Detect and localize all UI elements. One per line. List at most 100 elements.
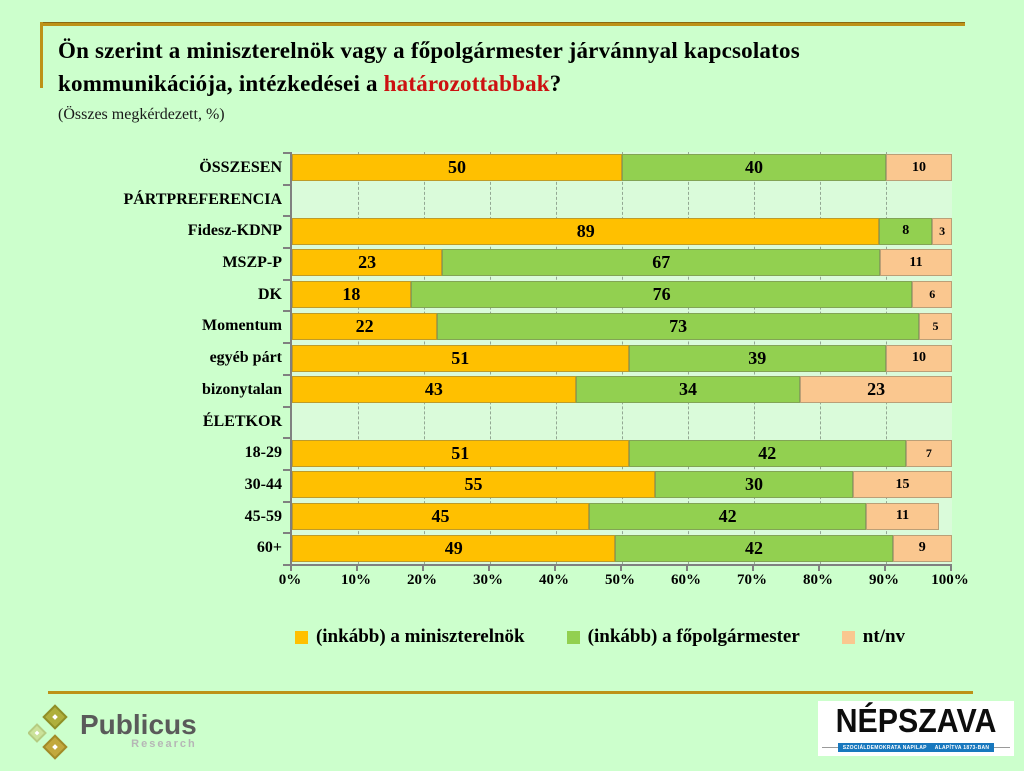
category-tick [283,152,290,154]
title-line1: Ön szerint a miniszterelnök vagy a főpol… [58,38,800,63]
bar-segment: 40 [622,154,886,182]
value-axis-tick [884,566,886,571]
bar-row: 49 42 9 [292,534,952,562]
category-tick [283,564,290,566]
bar-value-label: 42 [718,505,737,526]
page-title: Ön szerint a miniszterelnök vagy a főpol… [58,34,988,100]
bar-segment: 23 [800,376,952,404]
value-axis-tick [686,566,688,571]
bar-segment: 10 [885,344,952,372]
bar-segment: 39 [628,344,886,372]
value-axis-tick [422,566,424,571]
bar-value-label: 22 [355,315,374,336]
category-label: MSZP-P [222,254,282,272]
legend-label: nt/nv [862,626,906,647]
bar-segment: 6 [912,281,952,309]
bar-value-label: 8 [902,223,910,239]
header-accent-line-vertical [40,22,43,88]
category-tick [283,278,290,281]
nepszava-tagline: SZOCIÁLDEMOKRATA NAPILAP ALAPÍTVA 1873-B… [822,743,1010,752]
tagline-rule-right [994,747,1010,748]
value-axis-tick [554,566,556,571]
plot-area: 50 40 10 89 8 3 23 67 11 18 76 6 22 73 5 51 39 10 43 34 23 51… [290,152,952,566]
publicus-research-label: Research [131,738,197,750]
bar-segment: 7 [905,439,952,467]
bar-row: 55 30 15 [292,471,952,499]
bar-row: 18 76 6 [292,281,952,309]
category-tick [283,405,290,408]
section-header-label: ÉLETKOR [202,412,282,430]
value-axis-label: 70% [737,572,767,588]
value-axis-tick [620,566,622,571]
bar-value-label: 11 [895,508,910,524]
bar-segment: 43 [292,376,576,404]
value-axis-tick [488,566,490,571]
category-tick [283,532,290,535]
bar-value-label: 40 [745,157,763,178]
bar-value-label: 51 [451,347,470,368]
legend-label: (inkább) a miniszterelnök [315,626,525,647]
bar-value-label: 3 [939,223,946,238]
bar-value-label: 6 [929,287,936,302]
category-tick [283,310,290,313]
bar-value-label: 39 [748,347,767,368]
title-highlight: határozottabbak [383,71,550,96]
value-axis-label: 0% [278,572,302,588]
bar-row: 89 8 3 [292,217,952,245]
legend-item: (inkább) a főpolgármester [566,626,800,648]
legend-item: nt/nv [841,626,906,648]
value-axis-label: 50% [605,572,635,588]
bar-segment: 51 [292,344,629,372]
bar-segment: 45 [292,502,589,530]
bar-segment: 8 [879,217,933,245]
category-tick [283,247,290,250]
category-label: ÖSSZESEN [199,159,282,176]
category-label: egyéb párt [209,349,282,367]
publicus-diamonds-icon [28,704,68,760]
bar-segment: 49 [292,534,616,562]
bar-value-label: 49 [444,537,463,558]
nepszava-wordmark: NÉPSZAVA [835,702,997,739]
value-axis-label: 100% [931,572,969,588]
bar-value-label: 7 [925,445,932,460]
legend-swatch-icon [566,630,580,644]
category-label: 60+ [256,539,282,557]
bar-value-label: 34 [678,379,697,400]
category-tick [283,437,290,440]
bar-value-label: 18 [342,284,361,305]
legend-swatch-icon [841,630,855,644]
publicus-logo: Publicus Research [28,704,197,764]
bar-value-label: 9 [918,540,926,556]
bar-row: 51 39 10 [292,344,952,372]
legend-swatch-icon [294,630,308,644]
value-axis-tick [752,566,754,571]
bar-value-label: 30 [745,474,763,495]
category-label: bizonytalan [201,380,282,398]
category-tick [283,500,290,503]
value-axis-label: 40% [539,572,569,588]
value-axis-label: 80% [803,572,833,588]
category-label: 30-44 [244,475,282,493]
bar-segment: 73 [437,312,919,340]
category-tick [283,373,290,376]
category-tick [283,468,290,471]
tagline-right-text: ALAPÍTVA 1873-BAN [934,744,990,751]
legend-item: (inkább) a miniszterelnök [294,626,525,648]
bar-segment: 89 [292,217,880,245]
bar-segment: 42 [615,534,893,562]
bar-row: 22 73 5 [292,312,952,340]
bar-value-label: 5 [932,318,939,333]
category-tick [283,183,290,186]
value-axis-tick [356,566,358,571]
bar-segment: 3 [932,217,952,245]
bar-value-label: 51 [451,442,470,463]
legend-label: (inkább) a főpolgármester [587,626,800,647]
bar-value-label: 15 [895,476,910,492]
nepszava-logo: NÉPSZAVA SZOCIÁLDEMOKRATA NAPILAP ALAPÍT… [818,701,1014,756]
bar-row: 51 42 7 [292,439,952,467]
value-axis-label: 10% [341,572,371,588]
value-axis-label: 30% [473,572,503,588]
bar-segment: 76 [410,281,913,309]
bar-value-label: 10 [912,159,926,175]
bar-row: 43 34 23 [292,376,952,404]
